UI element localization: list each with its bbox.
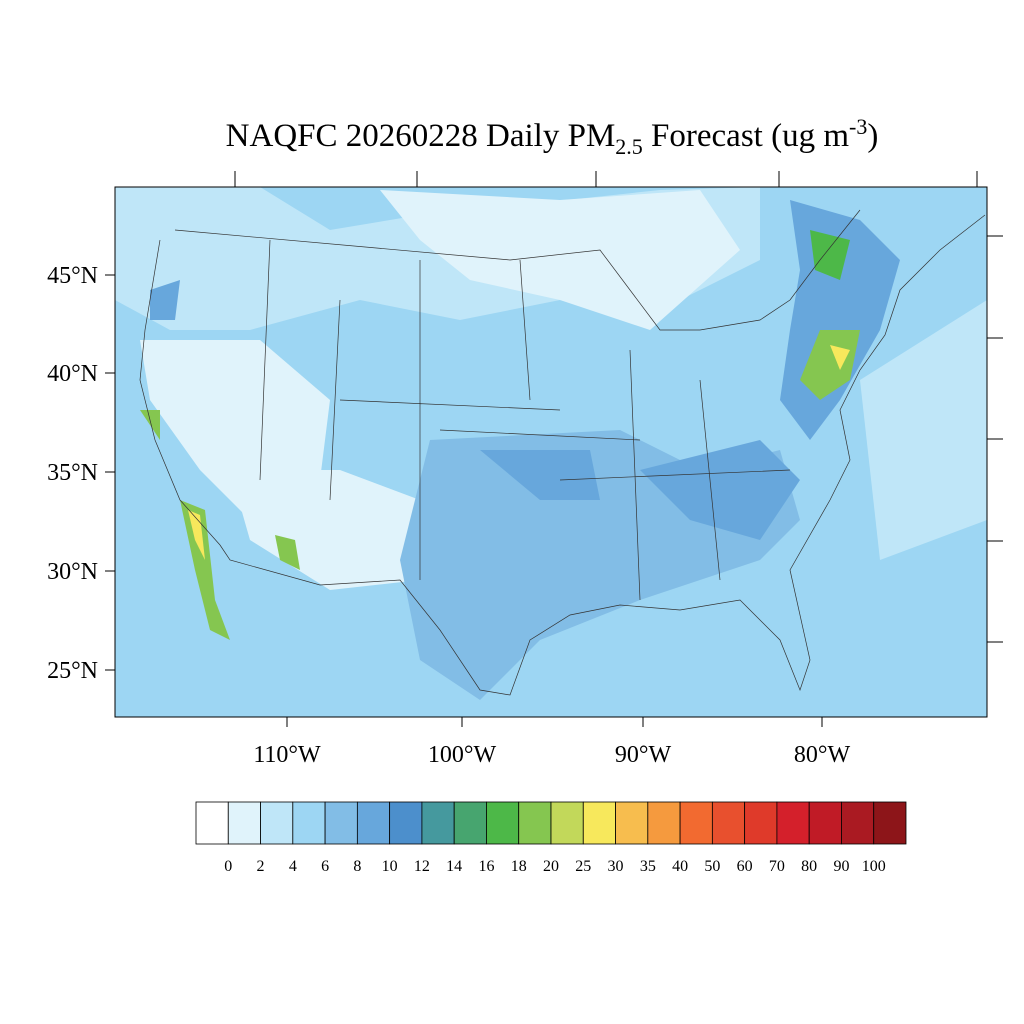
colorbar-label: 12 bbox=[414, 858, 430, 875]
colorbar-label: 50 bbox=[704, 858, 720, 875]
colorbar-box bbox=[647, 801, 681, 845]
field bbox=[180, 500, 230, 640]
lon-label: 110°W bbox=[253, 742, 321, 768]
lat-label: 40°N bbox=[47, 361, 98, 387]
field bbox=[275, 535, 300, 570]
colorbar-label: 35 bbox=[640, 858, 656, 875]
colorbar-label: 0 bbox=[224, 858, 232, 875]
colorbar-label: 100 bbox=[862, 858, 886, 875]
colorbar-label: 70 bbox=[769, 858, 785, 875]
colorbar-label: 40 bbox=[672, 858, 688, 875]
lat-label: 25°N bbox=[47, 658, 98, 684]
colorbar-label: 4 bbox=[289, 858, 297, 875]
title-rest: Forecast (ug m bbox=[643, 118, 850, 154]
colorbar-box bbox=[744, 801, 778, 845]
colorbar-label: 6 bbox=[321, 858, 329, 875]
colorbar-box bbox=[518, 801, 552, 845]
lon-label: 100°W bbox=[428, 742, 497, 768]
colorbar-box bbox=[679, 801, 713, 845]
colorbar-box bbox=[486, 801, 520, 845]
lon-label: 80°W bbox=[794, 742, 851, 768]
colorbar-box bbox=[711, 801, 746, 845]
colorbar-box bbox=[776, 801, 810, 845]
field bbox=[480, 450, 600, 500]
field bbox=[640, 440, 800, 540]
colorbar-box bbox=[292, 801, 326, 845]
title-main: NAQFC 20260228 Daily PM bbox=[226, 118, 616, 154]
field bbox=[380, 190, 740, 330]
colorbar-label: 14 bbox=[446, 858, 462, 875]
field bbox=[140, 410, 160, 440]
colorbar-box bbox=[421, 801, 455, 845]
field bbox=[860, 300, 987, 560]
colorbar-label: 8 bbox=[353, 858, 361, 875]
colorbar-label: 80 bbox=[801, 858, 817, 875]
field bbox=[810, 230, 850, 280]
title-sup: -3 bbox=[849, 114, 867, 139]
map bbox=[105, 171, 1003, 727]
map-frame bbox=[114, 186, 988, 718]
colorbar-box bbox=[260, 801, 294, 845]
colorbar-label: 60 bbox=[737, 858, 753, 875]
colorbar-box bbox=[615, 801, 649, 845]
coastline bbox=[139, 214, 986, 696]
colorbar-box bbox=[582, 801, 616, 845]
field bbox=[188, 510, 205, 560]
lat-label: 30°N bbox=[47, 559, 98, 585]
colorbar-box bbox=[550, 801, 584, 845]
colorbar-label: 16 bbox=[478, 858, 494, 875]
title: NAQFC 20260228 Daily PM2.5 Forecast (ug … bbox=[226, 114, 879, 159]
colorbar-box bbox=[808, 801, 842, 845]
ticks bbox=[105, 171, 1003, 727]
field bbox=[800, 330, 860, 400]
title-sub: 2.5 bbox=[615, 134, 643, 159]
field bbox=[230, 470, 420, 590]
field bbox=[150, 280, 180, 320]
colorbar-box bbox=[227, 801, 261, 845]
colorbar-label: 20 bbox=[543, 858, 559, 875]
colorbar-box bbox=[389, 801, 423, 845]
colorbar-label: 10 bbox=[382, 858, 398, 875]
colorbar-label: 18 bbox=[511, 858, 527, 875]
title-close: ) bbox=[867, 118, 878, 154]
border bbox=[174, 209, 861, 331]
colorbar-label: 30 bbox=[608, 858, 624, 875]
lat-label: 35°N bbox=[47, 460, 98, 486]
colorbar-box bbox=[356, 801, 391, 845]
colorbar-box bbox=[195, 801, 229, 845]
lat-label: 45°N bbox=[47, 263, 98, 289]
colorbar-label: 25 bbox=[575, 858, 591, 875]
colorbar-box bbox=[453, 801, 487, 845]
colorbar-box bbox=[873, 801, 907, 845]
state-lines bbox=[259, 239, 791, 601]
colorbar-label: 2 bbox=[257, 858, 265, 875]
colorbar-box bbox=[841, 801, 875, 845]
colorbar-label: 90 bbox=[833, 858, 849, 875]
field bbox=[830, 345, 850, 370]
colorbar: 0 2 4 6 8 10 12 14 16 18 20 25 30 35 40 50 60 70 80 90 100 bbox=[195, 801, 907, 875]
colorbar-box bbox=[324, 801, 358, 845]
axis-labels: 45°N 40°N 35°N 30°N 25°N 110°W 100°W 90°W 80°W bbox=[47, 263, 850, 768]
lon-label: 90°W bbox=[615, 742, 672, 768]
